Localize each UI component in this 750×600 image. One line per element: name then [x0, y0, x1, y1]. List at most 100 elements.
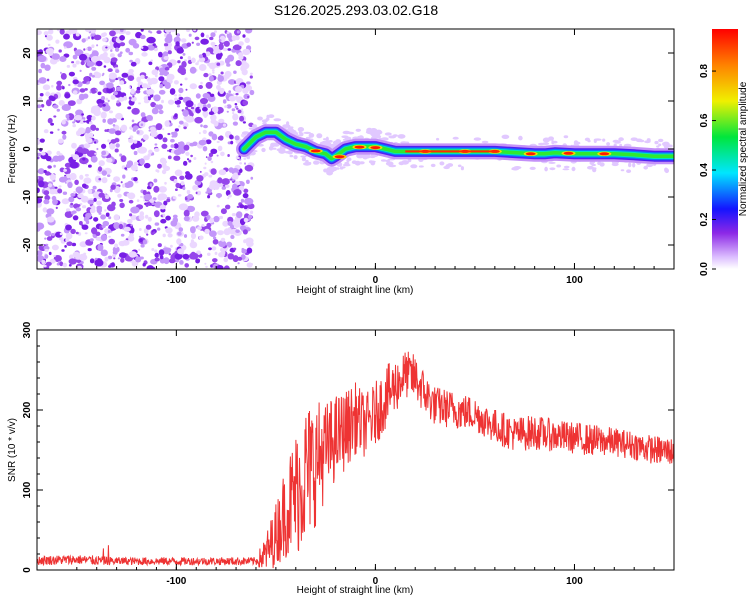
- noise-speckle: [196, 175, 204, 182]
- noise-speckle: [141, 52, 148, 57]
- noise-speckle: [223, 40, 230, 47]
- noise-speckle: [155, 123, 163, 131]
- noise-speckle: [148, 129, 151, 132]
- noise-speckle: [42, 84, 51, 91]
- noise-speckle: [231, 35, 237, 42]
- bottom-y-tick-label: 300: [22, 321, 33, 338]
- noise-speckle: [240, 108, 244, 111]
- track-halo-speckle: [356, 153, 364, 159]
- noise-speckle: [46, 150, 52, 155]
- top-x-tick-label: 0: [373, 275, 379, 286]
- noise-speckle: [126, 180, 134, 188]
- track-halo-speckle: [664, 167, 668, 173]
- noise-speckle: [199, 107, 202, 110]
- noise-speckle: [150, 101, 156, 108]
- bottom-x-axis-label: Height of straight line (km): [297, 585, 414, 596]
- track-halo-speckle: [656, 145, 660, 148]
- noise-speckle: [63, 33, 70, 40]
- noise-speckle: [208, 183, 217, 190]
- track-halo-speckle: [473, 137, 482, 141]
- noise-speckle: [250, 210, 254, 215]
- track-halo-speckle: [602, 138, 606, 142]
- noise-speckle: [109, 142, 116, 150]
- noise-speckle: [233, 189, 242, 196]
- track-halo-speckle: [252, 124, 257, 128]
- noise-speckle: [45, 99, 52, 107]
- noise-speckle: [81, 113, 84, 116]
- noise-speckle: [170, 138, 175, 143]
- noise-speckle: [91, 227, 98, 235]
- noise-speckle: [183, 144, 190, 151]
- noise-speckle: [235, 60, 242, 67]
- noise-speckle: [223, 228, 231, 236]
- track-halo-speckle: [346, 159, 350, 163]
- noise-speckle: [195, 191, 198, 195]
- noise-speckle: [142, 262, 146, 267]
- noise-speckle: [45, 261, 52, 266]
- noise-speckle: [178, 96, 184, 101]
- noise-speckle: [194, 116, 203, 124]
- chart-title: S126.2025.293.03.02.G18: [273, 2, 439, 18]
- noise-speckle: [167, 99, 175, 105]
- track-halo-speckle: [316, 133, 323, 139]
- noise-speckle: [100, 111, 107, 119]
- noise-speckle: [149, 198, 155, 203]
- noise-speckle: [231, 213, 236, 217]
- noise-speckle: [44, 35, 47, 38]
- noise-speckle: [228, 79, 236, 85]
- noise-speckle: [91, 89, 96, 94]
- noise-speckle: [239, 204, 245, 209]
- bottom-y-tick-label: 100: [22, 481, 33, 498]
- noise-speckle: [49, 173, 56, 181]
- noise-speckle: [182, 253, 190, 260]
- noise-speckle: [151, 248, 155, 251]
- noise-speckle: [148, 149, 153, 154]
- noise-speckle: [195, 258, 201, 264]
- noise-speckle: [191, 41, 194, 44]
- noise-speckle: [71, 61, 75, 64]
- noise-speckle: [168, 253, 172, 256]
- noise-speckle: [37, 169, 41, 174]
- noise-speckle: [145, 203, 149, 207]
- track-halo-speckle: [297, 126, 305, 132]
- noise-speckle: [89, 72, 93, 77]
- noise-speckle: [174, 113, 178, 118]
- track-halo-speckle: [620, 169, 625, 172]
- noise-speckle: [229, 178, 233, 181]
- noise-speckle: [219, 60, 225, 66]
- noise-speckle: [40, 62, 46, 69]
- track-halo-speckle: [305, 136, 311, 140]
- noise-speckle: [121, 72, 129, 78]
- noise-speckle: [138, 228, 142, 231]
- noise-speckle: [207, 156, 212, 162]
- noise-speckle: [128, 51, 134, 56]
- noise-speckle: [72, 121, 76, 124]
- noise-speckle: [78, 93, 85, 101]
- noise-speckle: [164, 66, 170, 71]
- noise-speckle: [57, 138, 64, 144]
- noise-speckle: [59, 237, 64, 241]
- noise-speckle: [43, 190, 50, 196]
- noise-speckle: [193, 29, 197, 32]
- track-halo-speckle: [342, 130, 351, 135]
- noise-speckle: [86, 150, 97, 158]
- noise-speckle: [56, 80, 63, 86]
- noise-speckle: [109, 45, 115, 50]
- noise-speckle: [226, 241, 233, 247]
- noise-speckle: [81, 224, 84, 227]
- noise-speckle: [205, 139, 212, 145]
- track-halo-speckle: [370, 128, 378, 132]
- noise-speckle: [173, 179, 178, 184]
- track-halo-speckle: [654, 140, 659, 145]
- noise-speckle: [108, 265, 112, 268]
- colorbar: 0.0 0.2 0.4 0.6 0.8 Normalized spectral ampl…: [699, 29, 749, 276]
- noise-speckle: [189, 252, 199, 260]
- noise-speckle: [209, 230, 217, 237]
- noise-speckle: [38, 180, 45, 188]
- noise-speckle: [46, 216, 55, 223]
- noise-speckle: [242, 100, 249, 106]
- noise-speckle: [96, 98, 105, 105]
- noise-speckle: [162, 137, 168, 143]
- noise-speckle: [167, 149, 170, 152]
- noise-speckle: [238, 41, 244, 46]
